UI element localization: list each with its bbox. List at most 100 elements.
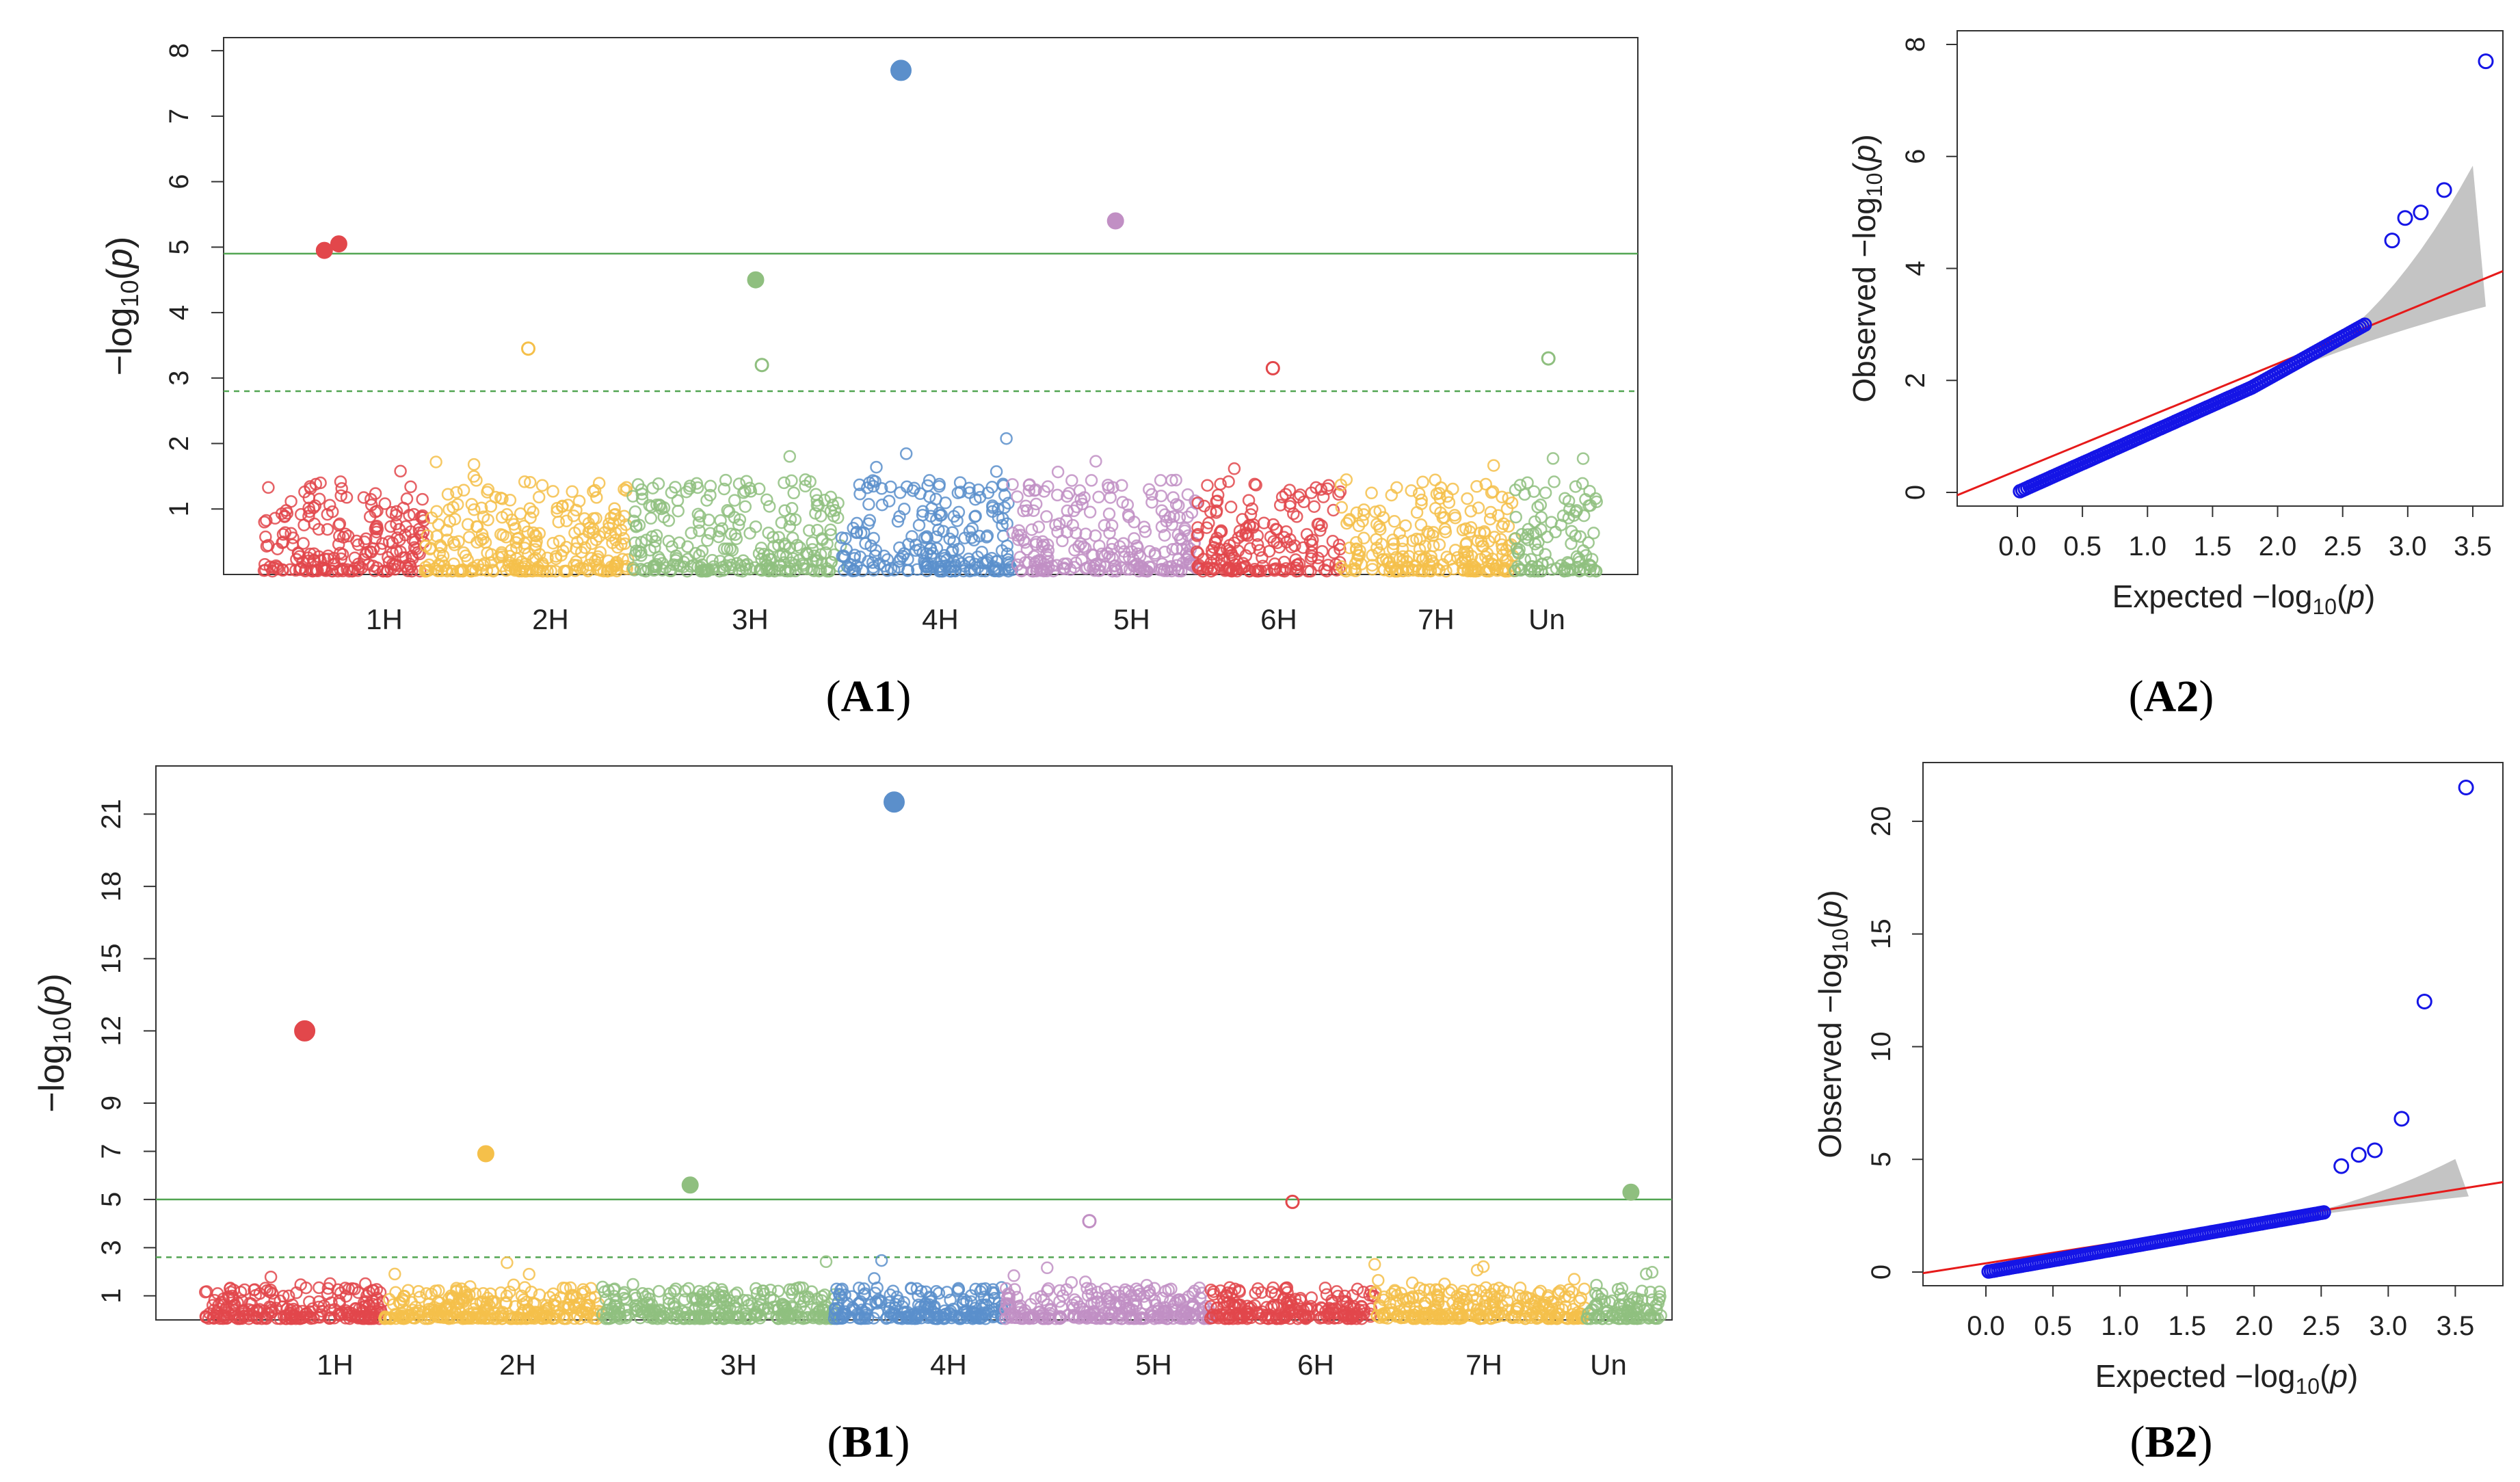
snp-point-3H [680,485,693,499]
snp-point-2H [590,491,603,504]
snp-point-7H [1491,1310,1504,1323]
x-tick-label: 0.5 [2034,1311,2072,1341]
snp-point-Un [1606,1294,1619,1308]
snp-point-Un [1582,499,1595,512]
snp-point-6H [1191,496,1205,510]
snp-point-6H [1259,1311,1272,1325]
snp-point-6H [1328,1312,1341,1325]
snp-point-1H [234,1285,248,1299]
snp-point-2H [394,1296,407,1310]
snp-point-7H [1464,505,1478,518]
snp-point-7H [1487,1283,1501,1297]
snp-point-1H [355,561,369,574]
qq-tail-point [2393,1111,2410,1127]
snp-point-3H [783,541,797,555]
snp-point-7H [1433,564,1446,577]
snp-point-3H [650,498,663,512]
snp-point-2H [530,535,543,548]
snp-point-4H [968,510,981,523]
snp-point-2H [533,527,546,540]
snp-point-2H [529,552,542,565]
snp-point-3H [635,488,649,501]
snp-point-7H [1377,1291,1391,1304]
snp-point-7H [1442,496,1456,509]
snp-point-7H [1356,514,1369,528]
snp-point-6H [1192,559,1206,572]
snp-point-2H [584,1291,597,1305]
snp-point-7H [1396,534,1409,548]
snp-point-1H [399,529,412,542]
snp-point-3H [633,1311,647,1325]
snp-point-3H [801,1291,814,1304]
snp-point-2H [573,1312,587,1325]
snp-point-3H [691,481,704,494]
snp-point-6H [1239,549,1253,562]
snp-point-4H [938,1312,951,1325]
snp-point-3H [761,561,775,574]
snp-point-5H [1016,1312,1030,1325]
snp-point-5H [1022,484,1036,497]
snp-point-2H [502,559,515,572]
snp-point-6H [1262,544,1276,558]
snp-point-5H [1130,1282,1143,1295]
snp-point-2H [421,529,434,542]
snp-point-1H [313,492,326,505]
snp-point-2H [468,503,481,516]
snp-point-Un [1652,1297,1665,1310]
snp-point-5H [1160,514,1173,528]
snp-point-Un [1561,556,1574,569]
y-tick-label: 9 [96,1096,127,1111]
qq-tail-point [2436,182,2452,198]
snp-point-5H [1062,486,1076,500]
snp-point-5H [1159,1284,1172,1298]
confidence-band [2251,166,2486,388]
snp-point-7H [1459,538,1472,551]
snp-point-2H [466,564,479,577]
snp-point-1H [333,529,346,543]
snp-point-5H [1158,1301,1171,1314]
x-tick-label: 2.0 [2235,1311,2273,1341]
snp-point-2H [496,492,509,505]
snp-point-6H [1228,1282,1242,1295]
snp-point-3H [706,1289,719,1302]
snp-point-1H [304,480,317,493]
snp-point-1H [369,487,382,500]
snp-point-3H [685,527,698,540]
snp-point-2H [501,1256,514,1269]
snp-point-1H [215,1295,228,1309]
snp-point-3H [717,482,731,496]
snp-point-5H [1022,479,1036,492]
snp-point-3H [641,561,655,575]
snp-point-3H [754,1293,767,1306]
snp-point-5H [1154,474,1167,487]
snp-point-2H [460,1291,474,1304]
snp-point-3H [785,1287,799,1300]
snp-point-Un [1524,564,1537,578]
snp-point-5H [1065,474,1078,487]
snp-point-2H [566,1289,579,1302]
snp-point-4H [963,481,976,494]
snp-point-Un [1647,1311,1660,1324]
snp-point-4H [883,1295,896,1309]
snp-point-4H [963,486,977,499]
snp-point-4H [936,564,950,578]
snp-point-6H [1204,1283,1217,1297]
snp-point-1H [333,517,347,531]
snp-point-7H [1487,459,1500,472]
snp-point-5H [1177,1293,1191,1306]
snp-point-6H [1292,1306,1305,1319]
snp-point-6H [1258,516,1271,529]
snp-point-7H [1471,534,1485,548]
snp-point-1H [357,491,371,504]
snp-point-5H [1115,561,1128,574]
snp-point-5H [1029,1292,1042,1305]
snp-point-1H [332,538,345,551]
snp-point-Un [1541,530,1554,544]
snp-point-7H [1370,1309,1384,1322]
snp-point-1H [371,561,384,574]
snp-point-1H [367,1284,380,1297]
y-axis-label: Observed −log10(p) [1812,890,1853,1158]
snp-point-Un [1531,501,1544,514]
snp-point-4H [875,482,888,495]
snp-point-3H [812,499,825,512]
